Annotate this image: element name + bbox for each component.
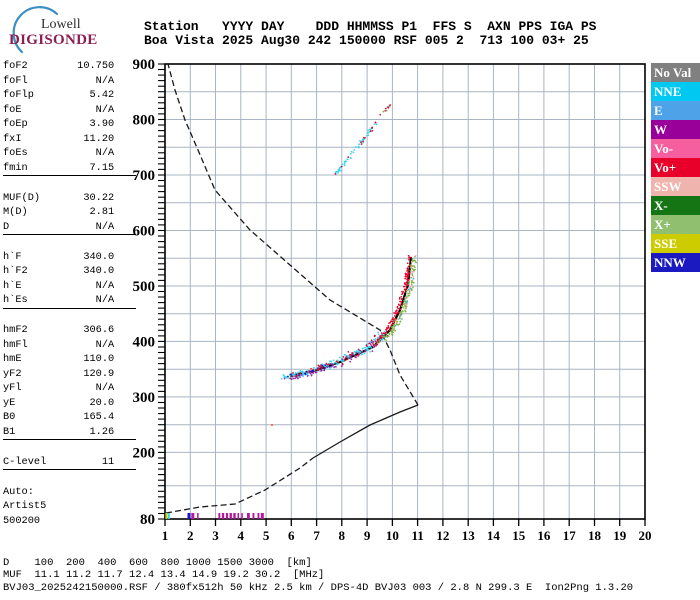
svg-text:4: 4 xyxy=(238,528,245,543)
svg-text:8: 8 xyxy=(339,528,346,543)
svg-text:900: 900 xyxy=(133,57,156,73)
svg-text:300: 300 xyxy=(133,390,156,406)
svg-text:15: 15 xyxy=(512,528,526,543)
svg-text:7: 7 xyxy=(313,528,320,543)
svg-text:13: 13 xyxy=(462,528,476,543)
svg-text:200: 200 xyxy=(133,445,156,461)
svg-text:20: 20 xyxy=(639,528,652,543)
svg-text:17: 17 xyxy=(563,528,577,543)
svg-text:500: 500 xyxy=(133,279,156,295)
svg-text:600: 600 xyxy=(133,224,156,240)
svg-text:18: 18 xyxy=(588,528,602,543)
svg-text:9: 9 xyxy=(364,528,371,543)
svg-text:800: 800 xyxy=(133,113,156,129)
svg-text:10: 10 xyxy=(386,528,399,543)
svg-text:11: 11 xyxy=(411,528,423,543)
svg-text:700: 700 xyxy=(133,168,156,184)
svg-text:1: 1 xyxy=(162,528,169,543)
svg-text:14: 14 xyxy=(487,528,501,543)
svg-text:5: 5 xyxy=(263,528,270,543)
svg-text:80: 80 xyxy=(140,512,155,528)
svg-text:2: 2 xyxy=(187,528,194,543)
svg-text:3: 3 xyxy=(212,528,219,543)
svg-text:19: 19 xyxy=(613,528,627,543)
svg-text:12: 12 xyxy=(436,528,449,543)
svg-text:16: 16 xyxy=(537,528,551,543)
svg-text:400: 400 xyxy=(133,334,156,350)
svg-text:6: 6 xyxy=(288,528,295,543)
